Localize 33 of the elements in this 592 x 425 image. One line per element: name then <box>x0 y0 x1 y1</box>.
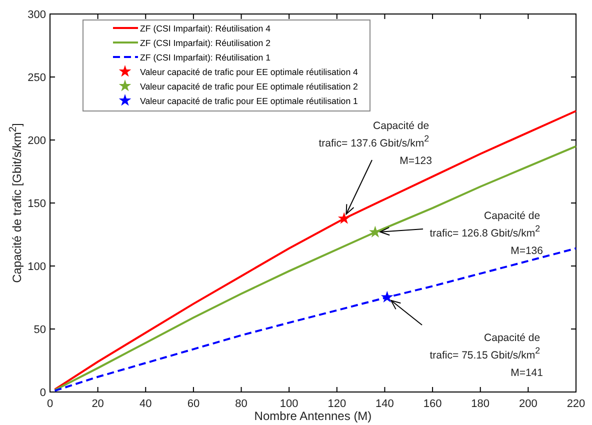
x-tick-label: 180 <box>471 398 490 410</box>
text: Capacité de trafic= 75.15 Gbit/s/km$^{2}$ M=141 <box>430 332 543 379</box>
x-tick-label: 60 <box>187 398 200 410</box>
y-tick-label: 200 <box>28 135 46 147</box>
x-tick-label: 80 <box>235 398 248 410</box>
point <box>338 213 350 224</box>
y-tick-label: 100 <box>28 261 46 273</box>
text: Capacité de trafic= 126.8 Gbit/s/km$^{2}$ M=136 <box>430 210 543 257</box>
point <box>382 292 392 302</box>
x-tick-label: 40 <box>140 398 152 410</box>
text: Capacité de trafic= 137.6 Gbit/s/km$^{2}$ M=123 <box>318 120 432 167</box>
x-tick-label: 160 <box>423 398 442 410</box>
x-tick-label: 220 <box>566 398 586 410</box>
x-tick-label: 20 <box>92 398 104 410</box>
legend-label: Valeur capacité de trafic pour EE optimale réutilisation 2 <box>140 82 358 92</box>
point <box>370 226 381 237</box>
legend-label: ZF (CSI Imparfait): Réutilisation 2 <box>140 38 271 48</box>
y-tick-label: 0 <box>40 387 46 399</box>
y-tick-label: 50 <box>34 324 46 336</box>
y-tick-label: 250 <box>28 72 46 84</box>
legend-label: Valeur capacité de trafic pour EE optimale réutilisation 4 <box>140 67 358 77</box>
y-tick-label: 300 <box>28 9 46 21</box>
legend-label: ZF (CSI Imparfait): Réutilisation 4 <box>140 24 271 34</box>
legend-label: ZF (CSI Imparfait): Réutilisation 1 <box>140 52 271 62</box>
x-tick-label: 0 <box>46 398 54 410</box>
line-series <box>54 247 577 392</box>
x-tick-label: 140 <box>376 398 394 410</box>
y-tick-label: 150 <box>28 198 46 210</box>
x-tick-label: 120 <box>328 398 346 410</box>
x-axis-title: Nombre Antennes (M) <box>254 409 372 423</box>
x-tick-label: 200 <box>519 398 538 410</box>
legend-label: Valeur capacité de trafic pour EE optimale réutilisation 1 <box>140 96 358 106</box>
x-tick-label: 100 <box>280 398 298 410</box>
